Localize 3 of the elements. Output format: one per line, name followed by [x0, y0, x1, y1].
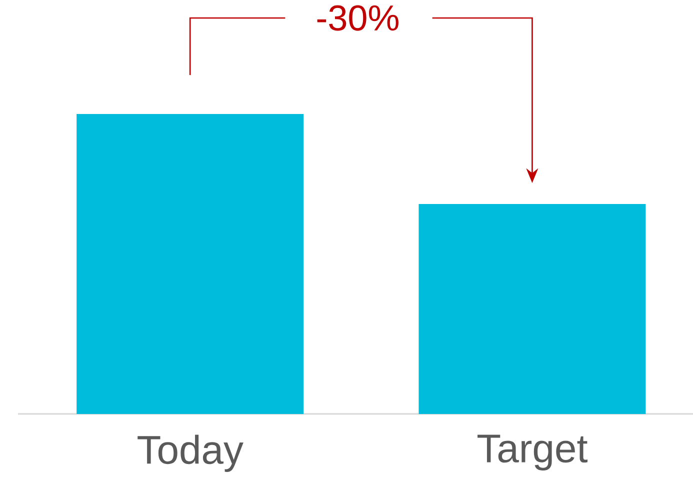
x-tick-label: Target: [478, 434, 588, 471]
x-tick-label: Today: [138, 434, 244, 472]
text: -30%: [317, 5, 398, 31]
